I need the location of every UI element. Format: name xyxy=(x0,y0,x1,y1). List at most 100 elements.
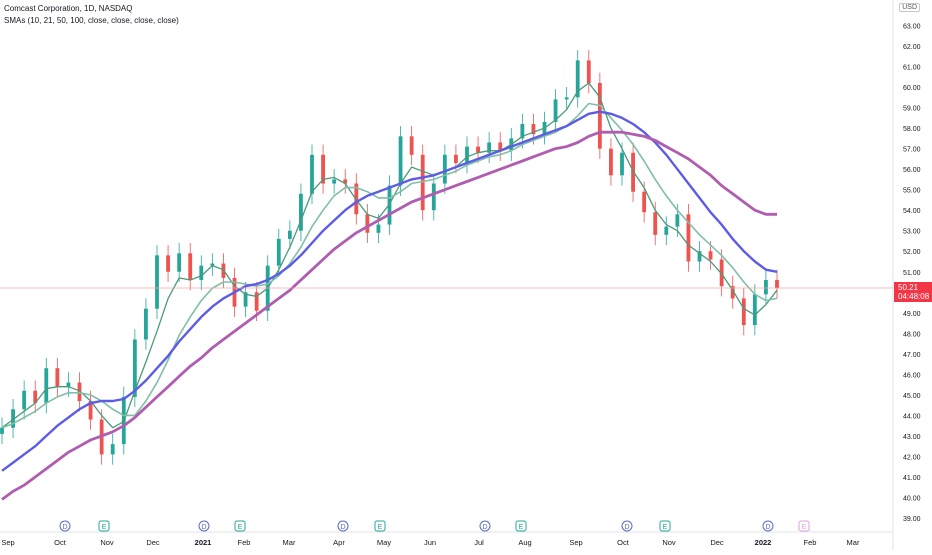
sma-line-sma-10 xyxy=(1,82,778,429)
countdown-timer: 04:48:08 xyxy=(898,291,930,301)
candle-body xyxy=(730,286,735,299)
candle-body xyxy=(775,279,779,289)
event-marker-label: D xyxy=(340,524,345,531)
candle-body xyxy=(465,146,469,164)
event-marker-label: D xyxy=(201,524,206,531)
candle-body xyxy=(22,390,27,410)
x-tick-label: Dec xyxy=(710,538,724,547)
candle-body xyxy=(210,263,215,266)
candle-body xyxy=(0,427,4,434)
y-tick-label: 42.00 xyxy=(903,454,921,461)
y-tick-label: 39.00 xyxy=(903,516,921,523)
candle-body xyxy=(77,382,82,402)
event-marker-label: E xyxy=(663,524,668,531)
candle-body xyxy=(697,251,702,262)
x-tick-label: Apr xyxy=(333,538,345,547)
candle-body xyxy=(653,212,658,235)
y-tick-label: 43.00 xyxy=(903,434,921,441)
candle-body xyxy=(155,255,159,309)
dividend-marker[interactable]: D xyxy=(621,520,633,532)
candle-body xyxy=(752,294,757,326)
candle-body xyxy=(487,142,492,153)
candle-body xyxy=(343,179,348,184)
earnings-marker-shape xyxy=(98,520,110,532)
earnings-marker[interactable]: E xyxy=(374,520,386,532)
x-tick-label: Jul xyxy=(474,538,484,547)
earnings-marker-shape xyxy=(374,520,386,532)
candle-body xyxy=(498,142,503,151)
y-tick-label: 60.00 xyxy=(903,85,921,92)
earnings-marker-shape xyxy=(659,520,671,532)
y-tick-label: 58.00 xyxy=(903,126,921,133)
y-tick-label: 47.00 xyxy=(903,352,921,359)
candle-body xyxy=(741,298,746,326)
dividend-marker[interactable]: D xyxy=(479,520,491,532)
candle-body xyxy=(287,230,292,239)
y-tick-label: 52.00 xyxy=(903,249,921,256)
candle-body xyxy=(188,253,193,280)
event-marker-label: D xyxy=(482,524,487,531)
sma-line-sma-21 xyxy=(1,102,778,429)
candle-body xyxy=(276,238,281,266)
earnings-marker[interactable]: E xyxy=(234,520,246,532)
event-marker-label: E xyxy=(238,524,243,531)
sma-line-sma-50 xyxy=(1,110,778,472)
earnings-marker[interactable]: E xyxy=(515,520,527,532)
candle-body xyxy=(332,179,337,184)
y-tick-label: 62.00 xyxy=(903,44,921,51)
candle-body xyxy=(132,339,137,397)
candle-body xyxy=(365,214,370,233)
y-tick-label: 44.00 xyxy=(903,413,921,420)
x-tick-label: Oct xyxy=(617,538,630,547)
earnings-marker[interactable]: E xyxy=(798,520,810,532)
earnings-marker[interactable]: E xyxy=(659,520,671,532)
candle-body xyxy=(387,185,392,225)
candle-body xyxy=(708,251,713,260)
y-tick-label: 54.00 xyxy=(903,208,921,215)
x-tick-label: Oct xyxy=(54,538,67,547)
candle-body xyxy=(586,60,591,83)
candle-body xyxy=(454,154,458,164)
y-tick-label: 45.00 xyxy=(903,393,921,400)
currency-tag[interactable]: USD xyxy=(899,3,920,12)
candle-body xyxy=(764,279,768,295)
candle-body xyxy=(609,148,613,176)
y-tick-label: 59.00 xyxy=(903,106,921,113)
x-tick-label: May xyxy=(377,538,391,547)
candle-body xyxy=(299,193,303,231)
dividend-marker[interactable]: D xyxy=(762,520,774,532)
x-tick-label: Aug xyxy=(518,538,531,547)
x-tick-label: Nov xyxy=(100,538,114,547)
candle-body xyxy=(642,191,647,213)
y-tick-label: 51.00 xyxy=(903,270,921,277)
event-marker-label: E xyxy=(102,524,107,531)
x-tick-label: 2022 xyxy=(755,538,772,547)
x-tick-label: Feb xyxy=(238,538,251,547)
earnings-marker[interactable]: E xyxy=(98,520,110,532)
candle-body xyxy=(575,60,580,98)
x-tick-label: Feb xyxy=(804,538,817,547)
candle-body xyxy=(420,154,425,211)
event-marker-label: D xyxy=(765,524,770,531)
candle-body xyxy=(675,214,680,227)
candle-body xyxy=(88,401,93,420)
y-tick-label: 41.00 xyxy=(903,475,921,482)
dividend-marker[interactable]: D xyxy=(198,520,210,532)
candle-body xyxy=(177,253,182,272)
candle-body xyxy=(376,224,381,233)
y-tick-label: 40.00 xyxy=(903,495,921,502)
x-tick-label: Dec xyxy=(146,538,160,547)
candle-body xyxy=(476,146,480,153)
dividend-marker[interactable]: D xyxy=(337,520,349,532)
candle-body xyxy=(620,152,624,176)
candle-body xyxy=(553,99,558,122)
dividend-marker[interactable]: D xyxy=(59,520,71,532)
candle-body xyxy=(398,136,403,186)
y-tick-label: 56.00 xyxy=(903,167,921,174)
candle-body xyxy=(442,154,447,184)
candle-body xyxy=(199,265,204,280)
dividend-marker-shape xyxy=(198,520,210,532)
earnings-marker-shape xyxy=(515,520,527,532)
